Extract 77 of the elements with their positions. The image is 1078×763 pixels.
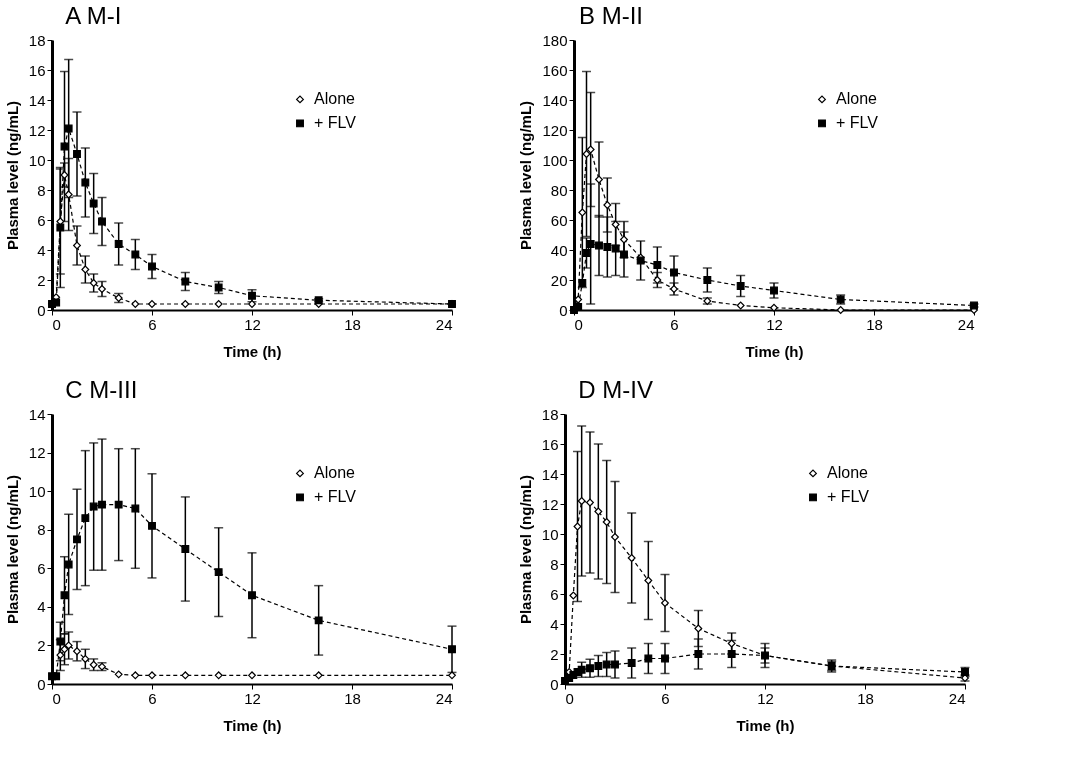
y-tick-label: 4	[550, 615, 559, 633]
y-tick-label: 14	[28, 91, 46, 109]
y-tick-label: 18	[28, 31, 46, 49]
chart-title: B M-II	[578, 2, 643, 29]
x-axis-title: Time (h)	[223, 716, 282, 734]
chart-title: C M-III	[65, 376, 138, 403]
legend-label: Alone	[314, 90, 356, 108]
x-tick-label: 12	[244, 315, 261, 333]
y-tick-label: 80	[550, 181, 568, 199]
y-tick-label: 100	[542, 151, 568, 169]
y-tick-label: 6	[550, 585, 559, 603]
legend-label: + FLV	[836, 114, 879, 132]
chart-title: A M-I	[65, 2, 122, 29]
legend-label: Alone	[836, 90, 878, 108]
legend-label: + FLV	[314, 488, 357, 506]
y-tick-label: 6	[37, 559, 46, 577]
chart-title: D M-IV	[578, 376, 653, 403]
y-tick-label: 14	[28, 405, 46, 423]
y-tick-label: 2	[37, 636, 46, 654]
y-tick-label: 6	[37, 211, 46, 229]
y-tick-label: 0	[37, 301, 46, 319]
x-tick-label: 0	[52, 689, 61, 707]
y-tick-label: 12	[28, 444, 46, 462]
x-axis-title: Time (h)	[745, 342, 804, 360]
y-tick-label: 4	[37, 598, 46, 616]
y-tick-label: 4	[37, 241, 46, 259]
y-tick-label: 16	[541, 435, 559, 453]
y-tick-label: 12	[541, 495, 559, 513]
x-tick-label: 24	[435, 689, 453, 707]
y-tick-label: 10	[28, 482, 46, 500]
y-tick-label: 10	[28, 151, 46, 169]
y-tick-label: 0	[550, 675, 559, 693]
x-axis-title: Time (h)	[736, 716, 795, 734]
y-tick-label: 2	[37, 271, 46, 289]
y-tick-label: 10	[541, 525, 559, 543]
x-axis-title: Time (h)	[223, 342, 282, 360]
legend-label: + FLV	[827, 488, 870, 506]
y-tick-label: 60	[550, 211, 568, 229]
y-tick-label: 2	[550, 645, 559, 663]
x-tick-label: 24	[948, 689, 966, 707]
y-tick-label: 0	[559, 301, 568, 319]
y-tick-label: 8	[37, 521, 46, 539]
y-tick-label: 180	[542, 31, 568, 49]
legend-label: + FLV	[314, 114, 357, 132]
legend-label: Alone	[314, 464, 356, 482]
y-tick-label: 120	[542, 121, 568, 139]
x-tick-label: 12	[766, 315, 783, 333]
y-axis-title: Plasma level (ng/mL)	[3, 474, 21, 625]
y-tick-label: 8	[37, 181, 46, 199]
y-tick-label: 16	[28, 61, 46, 79]
x-tick-label: 12	[244, 689, 261, 707]
x-tick-label: 24	[435, 315, 453, 333]
y-tick-label: 160	[542, 61, 568, 79]
y-tick-label: 12	[28, 121, 46, 139]
x-tick-label: 18	[344, 689, 361, 707]
x-tick-label: 18	[857, 689, 874, 707]
x-tick-label: 6	[148, 315, 157, 333]
x-tick-label: 18	[866, 315, 883, 333]
y-tick-label: 14	[541, 465, 559, 483]
y-tick-label: 140	[542, 91, 568, 109]
x-tick-label: 6	[670, 315, 679, 333]
y-tick-label: 0	[37, 675, 46, 693]
y-tick-label: 8	[550, 555, 559, 573]
y-tick-label: 40	[550, 241, 568, 259]
x-tick-label: 6	[661, 689, 670, 707]
x-tick-label: 24	[957, 315, 975, 333]
x-tick-label: 6	[148, 689, 157, 707]
y-axis-title: Plasma level (ng/mL)	[517, 100, 535, 251]
y-axis-title: Plasma level (ng/mL)	[516, 474, 534, 625]
x-tick-label: 12	[757, 689, 774, 707]
legend-label: Alone	[827, 464, 869, 482]
x-tick-label: 0	[574, 315, 583, 333]
x-tick-label: 18	[344, 315, 361, 333]
x-tick-label: 0	[52, 315, 61, 333]
y-tick-label: 20	[550, 271, 568, 289]
y-tick-label: 18	[541, 405, 559, 423]
y-axis-title: Plasma level (ng/mL)	[3, 100, 21, 251]
